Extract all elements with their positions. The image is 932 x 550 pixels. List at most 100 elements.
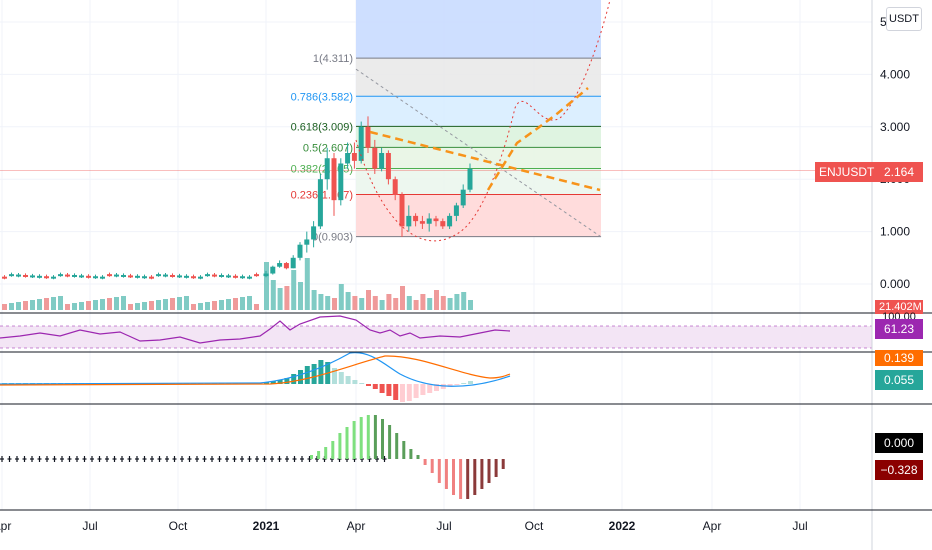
candle-body [372,147,378,169]
last-price-label: 2.164 [875,162,923,182]
oscillator-bar [388,425,392,459]
candle-body [163,274,168,277]
volume-bar [406,296,412,310]
candle-body [440,221,446,227]
volume-bar [135,303,140,310]
candle-body [205,274,210,277]
candle-body [447,215,453,227]
candle-body [467,168,473,190]
candle-body [23,274,28,277]
macd-histogram-bar [277,380,283,384]
volume-bar [332,298,337,310]
macd-histogram-bar [454,384,460,385]
volume-bar [156,300,161,310]
volume-bar [219,300,224,310]
candle-body [51,276,56,279]
time-axis-label: Apr [347,519,366,533]
fib-level-label: 0.5(2.607) [303,142,353,154]
candlestick-series [2,116,473,280]
candle-body [226,275,231,278]
volume-bar [311,290,317,310]
candle-body [351,153,357,161]
oscillator-bar [466,459,470,499]
candle-body [460,189,466,206]
macd-histogram-bar [284,378,290,384]
candle-body [331,158,337,201]
time-axis-label: Oct [169,519,188,533]
volume-bar [352,296,358,310]
volume-bar [205,302,210,310]
oscillator-bar [494,459,498,477]
volume-bar [325,296,331,310]
oscillator-bar [423,459,427,465]
oscillator-bar [430,459,434,473]
macd-histogram-bar [468,381,473,384]
candle-body [277,263,283,267]
macd-histogram-bar [311,364,317,384]
oscillator-bar [345,427,349,459]
fib-level-label: 0.786(3.582) [291,91,353,103]
oscillator-bar [459,459,463,499]
macd-histogram-bar [352,380,358,384]
macd-signal-label: 0.139 [875,350,923,366]
macd-histogram-bar [298,370,303,384]
candle-body [58,274,63,277]
fib-level-label: 0(0.903) [312,232,353,244]
candle-body [426,218,432,224]
volume-bar [142,302,147,310]
candle-body [433,218,439,222]
volume-bar [107,298,112,310]
macd-histogram-bar [400,384,405,402]
volume-bar [440,296,446,310]
volume-bar [212,301,217,310]
fib-zone [356,147,601,169]
currency-button[interactable]: USDT [886,7,922,31]
volume-bar [277,288,283,310]
volume-bar [226,299,231,310]
macd-histogram-bar [332,368,337,384]
candle-body [270,266,276,274]
volume-bar [468,300,473,310]
volume-bar [58,296,63,310]
fib-level-label: 1(4.311) [313,53,353,65]
volume-bar [191,304,196,310]
volume-bar [65,304,70,310]
oscillator-bar [402,441,406,459]
macd-panel [0,352,511,402]
volume-bar [284,286,290,310]
symbol-price-label: ENJUSDT [815,162,875,182]
volume-bar [461,292,467,310]
volume-bar [72,303,77,310]
oscillator-bar [437,459,441,483]
oscillator-bar [331,441,335,459]
macd-histogram-bar [270,381,276,384]
fib-zone [356,58,601,97]
candle-body [212,274,217,277]
volume-bar [386,294,392,310]
oscillator-bar [381,419,384,459]
candle-body [149,276,154,279]
candle-body [79,275,84,278]
volume-bar [434,290,439,310]
momentum-value-label: −0.328 [875,460,923,480]
forecast-drawings[interactable] [355,0,611,242]
macd-signal-line [0,355,511,386]
volume-bar [345,292,351,310]
fibonacci-retracement[interactable]: 1(4.311) 0.786(3.582) 0.618(3.009) 0.5(2.60… [0,0,872,244]
oscillator-bar [352,421,356,459]
candle-body [240,276,245,279]
oscillator-bar [480,459,484,489]
macd-histogram-bar [434,384,439,391]
oscillator-bar [359,417,363,459]
candle-body [219,274,224,277]
candle-body [247,276,252,279]
volume-bar [413,300,419,310]
candle-body [93,276,98,279]
volume-bar [454,294,460,310]
oscillator-bar [373,415,377,459]
volume-bar [2,304,7,310]
oscillator-bar [338,433,342,459]
volume-bar [100,299,105,310]
